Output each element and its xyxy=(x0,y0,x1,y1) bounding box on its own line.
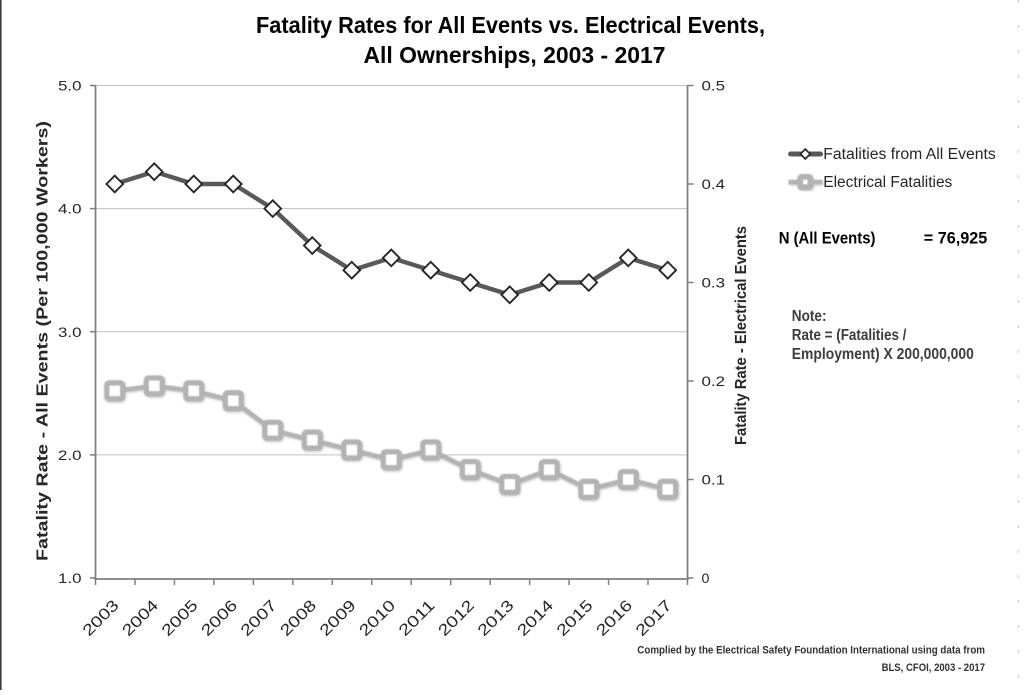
svg-text:0.2: 0.2 xyxy=(702,374,726,390)
svg-text:Fatality Rates for All Events: Fatality Rates for All Events vs. Electr… xyxy=(256,12,765,38)
svg-text:4.0: 4.0 xyxy=(58,202,82,218)
svg-text:1.0: 1.0 xyxy=(58,571,82,587)
svg-text:0: 0 xyxy=(702,571,710,587)
svg-text:5.0: 5.0 xyxy=(58,79,82,95)
svg-text:Electrical Fatalities: Electrical Fatalities xyxy=(823,174,952,191)
svg-text:= 76,925: = 76,925 xyxy=(924,229,988,248)
svg-text:3.0: 3.0 xyxy=(58,325,82,341)
svg-text:0.3: 0.3 xyxy=(702,276,726,292)
svg-text:0.5: 0.5 xyxy=(702,79,726,95)
svg-text:Complied by the Electrical Saf: Complied by the Electrical Safety Founda… xyxy=(637,645,985,657)
svg-text:0.4: 0.4 xyxy=(702,177,726,193)
svg-text:Fatality Rate - All Events (Pe: Fatality Rate - All Events (Per 100,000 … xyxy=(35,121,52,561)
svg-text:N (All Events): N (All Events) xyxy=(779,229,876,248)
svg-text:0.1: 0.1 xyxy=(702,473,726,489)
svg-text:2.0: 2.0 xyxy=(58,448,82,464)
svg-text:Note:: Note: xyxy=(792,308,827,325)
svg-text:All Ownerships, 2003 - 2017: All Ownerships, 2003 - 2017 xyxy=(364,42,666,68)
svg-text:Rate = (Fatalities /: Rate = (Fatalities / xyxy=(792,327,907,344)
svg-text:Fatality Rate - Electrical Eve: Fatality Rate - Electrical Events xyxy=(733,226,750,445)
svg-text:Fatalities from All Events: Fatalities from All Events xyxy=(823,146,996,163)
svg-text:BLS, CFOI, 2003 - 2017: BLS, CFOI, 2003 - 2017 xyxy=(882,662,985,674)
svg-text:Employment) X 200,000,000: Employment) X 200,000,000 xyxy=(792,346,974,363)
